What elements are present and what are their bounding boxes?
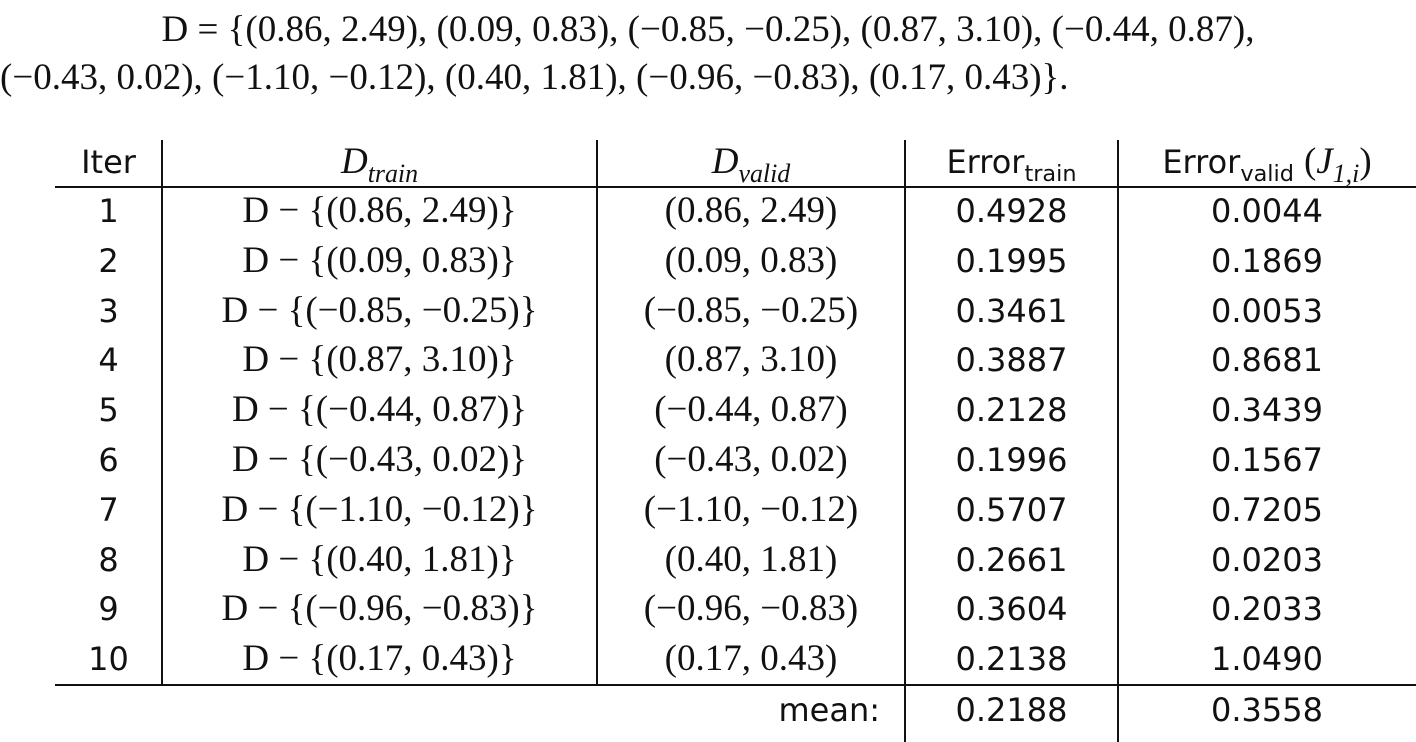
footer-value: 0.2188	[955, 691, 1068, 729]
table-cell: (0.87, 3.10)	[664, 339, 838, 381]
table-cell: D − {(−0.44, 0.87)}	[231, 389, 528, 431]
table-cell: 0.2661	[955, 540, 1068, 579]
table-cell: D − {(0.87, 3.10)}	[242, 339, 517, 381]
table-cell: 7	[98, 490, 119, 529]
table-cell: (0.40, 1.81)	[664, 538, 838, 580]
table-cell: (−0.96, −0.83)	[643, 588, 859, 630]
table-cell: D − {(0.17, 0.43)}	[242, 638, 517, 680]
note-close: )	[1359, 141, 1372, 182]
header-main: Iter	[81, 143, 136, 181]
table-cell: 9	[98, 590, 119, 629]
header-sub: train	[367, 159, 419, 189]
table-cell: 0.0203	[1211, 540, 1323, 579]
table-cell: 5	[98, 391, 119, 430]
header-cell: Errorvalid (J1,i)	[1118, 137, 1416, 187]
table-cell: 0.7205	[1211, 490, 1323, 529]
header-cell: Dtrain	[162, 137, 597, 187]
formula-line: D = {(0.86, 2.49), (0.09, 0.83), (−0.85,…	[161, 9, 1255, 50]
table-cell: 0.3887	[955, 341, 1068, 380]
table-cell: (−0.44, 0.87)	[654, 389, 848, 431]
table-cell: 6	[98, 441, 119, 479]
rule	[55, 186, 1416, 188]
footer-label: mean:	[778, 691, 880, 729]
header-sub: valid	[738, 159, 791, 189]
table-cell: 10	[88, 640, 129, 679]
header-note: (J1,i)	[1303, 141, 1372, 187]
table-cell: D − {(−0.85, −0.25)}	[221, 289, 538, 331]
table-cell: 0.4928	[955, 192, 1068, 230]
table-cell: 0.3604	[955, 590, 1068, 629]
header-main: D	[340, 141, 368, 182]
table-cell: 8	[98, 540, 119, 579]
rule	[55, 684, 1416, 686]
header-main: Error	[946, 143, 1025, 181]
table-cell: D − {(0.86, 2.49)}	[242, 190, 517, 231]
formula-line: (−0.43, 0.02), (−1.10, −0.12), (0.40, 1.…	[0, 57, 1069, 98]
table-cell: 0.5707	[955, 490, 1068, 529]
table-cell: (0.09, 0.83)	[664, 239, 838, 281]
rule	[904, 140, 906, 742]
table-cell: 0.8681	[1211, 341, 1323, 380]
table-cell: D − {(−1.10, −0.12)}	[221, 488, 538, 530]
sub-wrap: train	[368, 159, 418, 188]
table-cell: 4	[98, 341, 119, 380]
header-sub: valid	[1240, 160, 1294, 187]
table-cell: 2	[98, 241, 119, 280]
footer-value: 0.3558	[1211, 691, 1323, 729]
table-cell: 3	[98, 291, 119, 330]
table-cell: D − {(0.09, 0.83)}	[242, 239, 517, 281]
header-cell: Dvalid	[597, 137, 905, 187]
table-cell: 0.3439	[1211, 391, 1323, 430]
table-cell: (−0.85, −0.25)	[643, 289, 859, 331]
table-cell: 0.2033	[1211, 590, 1323, 629]
note-open: (	[1303, 141, 1317, 182]
table-cell: 0.1869	[1211, 241, 1323, 280]
table-cell: D − {(−0.96, −0.83)}	[221, 588, 538, 630]
note-main: J	[1316, 141, 1333, 182]
table-cell: 0.1567	[1211, 441, 1323, 479]
rule	[161, 140, 163, 686]
table-cell: (−0.43, 0.02)	[654, 439, 848, 480]
header-cell: Errortrain	[905, 137, 1118, 187]
table-cell: 0.3461	[955, 291, 1068, 330]
table-cell: D − {(−0.43, 0.02)}	[231, 439, 528, 480]
rule	[596, 140, 598, 686]
table-cell: (0.17, 0.43)	[664, 638, 838, 680]
table-cell: (−1.10, −0.12)	[643, 488, 859, 530]
table-cell: D − {(0.40, 1.81)}	[242, 538, 517, 580]
header-cell: Iter	[55, 137, 162, 187]
note-sub-text: 1,i	[1332, 159, 1360, 189]
table-cell: 0.1995	[955, 241, 1068, 280]
header-main: D	[711, 141, 739, 182]
header-sub: train	[1024, 160, 1077, 187]
table-cell: (0.86, 2.49)	[664, 190, 838, 231]
rule	[1117, 140, 1119, 742]
table-cell: 0.2138	[955, 640, 1068, 679]
table-cell: 0.0044	[1211, 192, 1323, 230]
table-cell: 0.2128	[955, 391, 1068, 430]
table-cell: 0.1996	[955, 441, 1068, 479]
table-cell: 0.0053	[1211, 291, 1323, 330]
note-sub: 1,i	[1333, 159, 1360, 188]
sub-wrap: valid	[738, 159, 790, 188]
header-main: Error	[1162, 143, 1241, 181]
table-cell: 1.0490	[1211, 640, 1323, 679]
table-cell: 1	[98, 192, 119, 230]
